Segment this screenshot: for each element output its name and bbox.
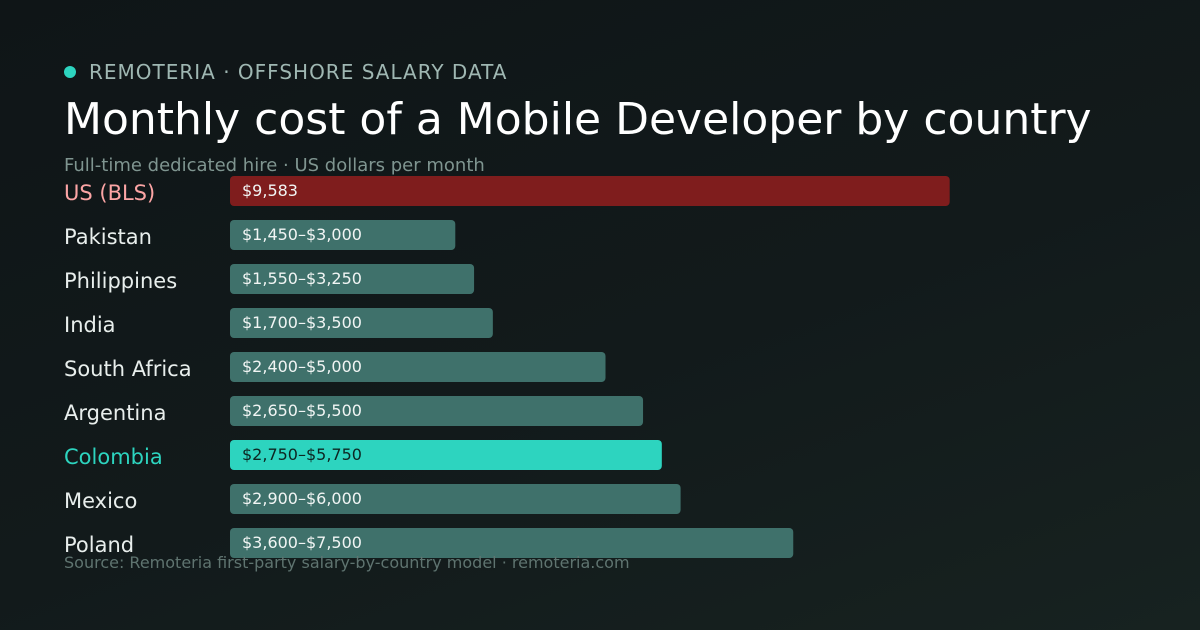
bar-poland — [230, 528, 794, 558]
bar-india — [230, 308, 493, 338]
category-label-india: India — [64, 313, 116, 337]
brand-dot-icon — [64, 66, 76, 78]
value-label-colombia: $2,750–$5,750 — [242, 445, 362, 464]
bar-pakistan — [230, 220, 456, 250]
category-label-south-africa: South Africa — [64, 357, 192, 381]
value-label-philippines: $1,550–$3,250 — [242, 269, 362, 288]
bar-philippines — [230, 264, 475, 294]
bar-mexico — [230, 484, 681, 514]
value-label-pakistan: $1,450–$3,000 — [242, 225, 362, 244]
category-label-mexico: Mexico — [64, 489, 137, 513]
brand-header: REMOTERIA · OFFSHORE SALARY DATA — [64, 60, 507, 84]
value-label-poland: $3,600–$7,500 — [242, 533, 362, 552]
bar-colombia — [230, 440, 662, 470]
value-label-mexico: $2,900–$6,000 — [242, 489, 362, 508]
category-label-us-bls: US (BLS) — [64, 181, 155, 205]
chart-subtitle: Full-time dedicated hire · US dollars pe… — [64, 155, 485, 176]
bar-argentina — [230, 396, 644, 426]
bar-us-bls — [230, 176, 950, 206]
value-label-us-bls: $9,583 — [242, 181, 298, 200]
bar-south-africa — [230, 352, 606, 382]
brand-label: REMOTERIA · OFFSHORE SALARY DATA — [89, 60, 508, 84]
chart-title: Monthly cost of a Mobile Developer by co… — [64, 94, 1092, 145]
category-label-philippines: Philippines — [64, 269, 177, 293]
category-label-argentina: Argentina — [64, 401, 166, 425]
value-label-south-africa: $2,400–$5,000 — [242, 357, 362, 376]
category-label-poland: Poland — [64, 533, 134, 557]
category-label-colombia: Colombia — [64, 445, 163, 469]
value-label-argentina: $2,650–$5,500 — [242, 401, 362, 420]
source-note: Source: Remoteria first-party salary-by-… — [64, 553, 630, 572]
value-label-india: $1,700–$3,500 — [242, 313, 362, 332]
category-label-pakistan: Pakistan — [64, 225, 152, 249]
